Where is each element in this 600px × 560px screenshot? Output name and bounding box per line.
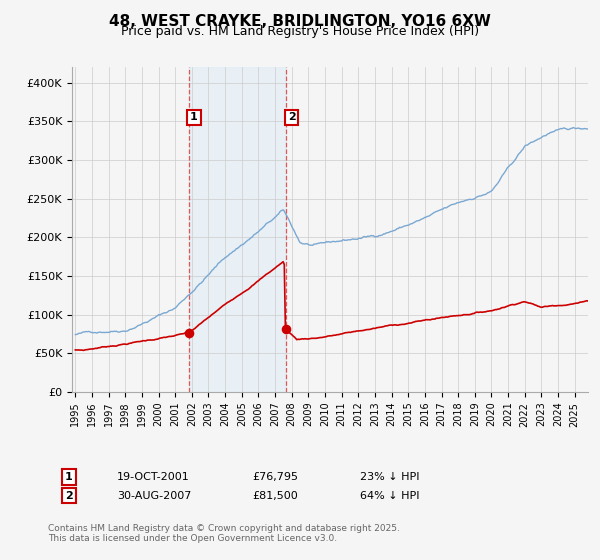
Text: 30-AUG-2007: 30-AUG-2007 [117, 491, 191, 501]
Text: 19-OCT-2001: 19-OCT-2001 [117, 472, 190, 482]
Text: 2: 2 [65, 491, 73, 501]
Text: Contains HM Land Registry data © Crown copyright and database right 2025.
This d: Contains HM Land Registry data © Crown c… [48, 524, 400, 543]
Text: 48, WEST CRAYKE, BRIDLINGTON, YO16 6XW: 48, WEST CRAYKE, BRIDLINGTON, YO16 6XW [109, 14, 491, 29]
Text: 23% ↓ HPI: 23% ↓ HPI [360, 472, 419, 482]
Text: £81,500: £81,500 [252, 491, 298, 501]
Text: 1: 1 [65, 472, 73, 482]
Point [281, 324, 291, 333]
Bar [188, 67, 286, 392]
Point [184, 328, 193, 337]
Text: 2: 2 [288, 113, 295, 123]
Text: £76,795: £76,795 [252, 472, 298, 482]
Text: 64% ↓ HPI: 64% ↓ HPI [360, 491, 419, 501]
Text: Price paid vs. HM Land Registry's House Price Index (HPI): Price paid vs. HM Land Registry's House … [121, 25, 479, 38]
Text: 1: 1 [190, 113, 198, 123]
